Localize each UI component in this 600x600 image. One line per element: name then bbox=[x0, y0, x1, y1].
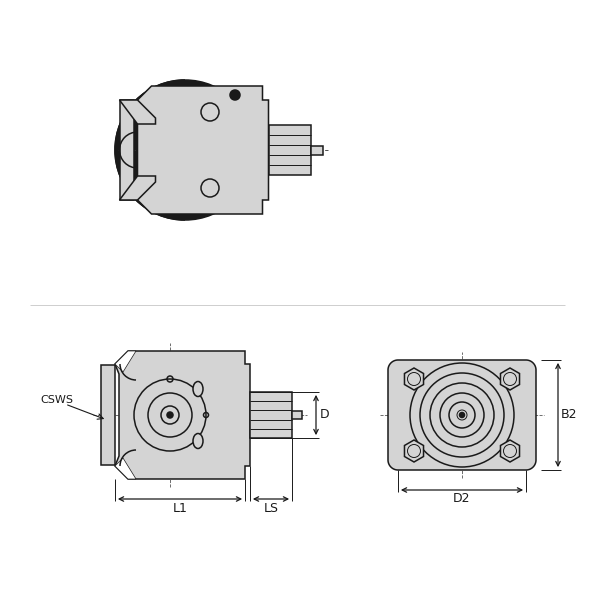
Polygon shape bbox=[115, 351, 250, 479]
Bar bbox=[250, 392, 292, 438]
Text: CSWS: CSWS bbox=[40, 395, 73, 405]
Polygon shape bbox=[404, 440, 424, 462]
Bar bbox=[311, 145, 323, 154]
Polygon shape bbox=[404, 368, 424, 390]
Text: B2: B2 bbox=[561, 409, 577, 421]
Circle shape bbox=[115, 80, 255, 220]
Ellipse shape bbox=[193, 382, 203, 397]
Polygon shape bbox=[119, 100, 155, 124]
Polygon shape bbox=[500, 440, 520, 462]
Text: LS: LS bbox=[263, 502, 278, 514]
Polygon shape bbox=[137, 86, 269, 214]
Text: L1: L1 bbox=[173, 502, 187, 514]
Circle shape bbox=[230, 90, 240, 100]
Polygon shape bbox=[115, 351, 136, 372]
Text: D2: D2 bbox=[453, 493, 471, 505]
Polygon shape bbox=[500, 368, 520, 390]
Circle shape bbox=[460, 413, 464, 418]
Polygon shape bbox=[119, 176, 155, 200]
Circle shape bbox=[167, 412, 173, 418]
Bar bbox=[101, 365, 115, 465]
Ellipse shape bbox=[193, 433, 203, 449]
Bar bbox=[119, 100, 133, 200]
Polygon shape bbox=[115, 458, 136, 479]
Bar bbox=[292, 411, 302, 419]
Bar bbox=[269, 125, 311, 175]
Polygon shape bbox=[388, 360, 536, 470]
Text: D: D bbox=[320, 409, 330, 421]
